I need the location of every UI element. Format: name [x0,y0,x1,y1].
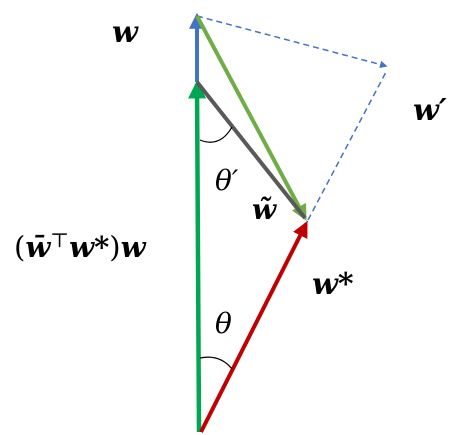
label-theta: θ [215,307,232,340]
label-w-prime: w′ [413,93,447,128]
theta-arc [199,356,233,370]
theta-prime-arc [199,126,233,143]
dashed-w-to-wprime [196,15,388,69]
projection-vector [188,80,207,433]
proj-wstar: w* [69,230,109,264]
proj-w: w [121,230,147,264]
proj-wbar: w̄ [25,230,51,264]
diagonal-vector [195,15,307,221]
proj-close-paren: ) [109,230,120,264]
proj-transpose: ⊤ [50,228,69,252]
w-tilde-vector [195,80,307,220]
dashed-wtilde-to-wprime [307,71,387,221]
label-w-tilde: w̃ [252,193,277,226]
label-w: w [112,15,139,50]
w-star-vector [199,221,308,433]
label-w-star: w* [312,267,354,302]
label-projection: (w̄⊤w*)w [14,228,147,264]
proj-open-paren: ( [14,230,25,264]
label-theta-prime: θ′ [215,164,239,197]
